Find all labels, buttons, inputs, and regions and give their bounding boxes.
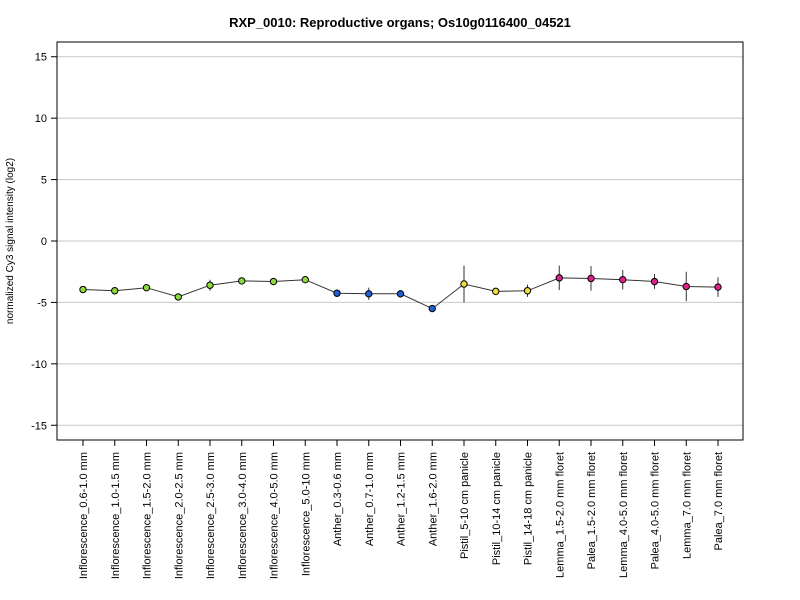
x-tick-label: Inflorescence_3.0-4.0 mm: [237, 452, 249, 579]
x-tick-label: Palea_1.5-2.0 mm floret: [586, 452, 598, 569]
x-tick-label: Pistil_10-14 cm panicle: [491, 452, 503, 565]
y-axis: -15 -10 -5 0 5 10 15: [31, 52, 57, 432]
x-tick-label: Inflorescence_5.0-10 mm: [300, 452, 312, 576]
y-tick-label: 5: [41, 175, 47, 187]
y-tick-label: 0: [41, 236, 47, 248]
x-tick-label: Anther_1.2-1.5 mm: [396, 452, 408, 546]
data-point: [523, 287, 532, 295]
y-axis-label: normalized Cy3 signal intensity (log2): [5, 158, 16, 324]
x-tick-label: Inflorescence_4.0-5.0 mm: [269, 452, 281, 579]
data-point: [333, 289, 341, 297]
grid-lines: [57, 56, 743, 426]
data-point: [587, 274, 595, 283]
y-tick-label: -15: [31, 420, 47, 432]
x-tick-label: Inflorescence_2.0-2.5 mm: [173, 452, 185, 579]
data-point: [650, 277, 659, 286]
x-tick-label: Lemma_7.0 mm floret: [681, 452, 693, 559]
y-tick-label: 15: [35, 52, 47, 64]
x-tick-label: Inflorescence_1.5-2.0 mm: [142, 452, 154, 579]
data-point: [619, 275, 627, 284]
data-point: [714, 283, 722, 291]
data-point: [111, 287, 119, 295]
data-point: [492, 287, 500, 296]
data-point: [142, 283, 151, 292]
x-tick-label: Pistil_5-10 cm panicle: [459, 452, 471, 559]
x-axis: Inflorescence_0.6-1.0 mm Inflorescence_1.…: [78, 440, 725, 579]
x-tick-label: Lemma_4.0-5.0 mm floret: [618, 452, 630, 578]
data-point: [555, 274, 563, 282]
chart-title: RXP_0010: Reproductive organs; Os10g0116…: [229, 15, 571, 30]
data-point: [428, 304, 436, 313]
data-point: [301, 275, 309, 284]
x-tick-label: Anther_0.7-1.0 mm: [364, 452, 376, 546]
data-point: [269, 277, 278, 286]
data-point: [460, 280, 468, 288]
y-tick-label: -10: [31, 359, 47, 371]
series-layer: [79, 265, 722, 313]
data-point: [682, 282, 690, 291]
x-tick-label: Inflorescence_0.6-1.0 mm: [78, 452, 90, 579]
x-tick-label: Anther_0.3-0.6 mm: [332, 452, 344, 546]
x-tick-label: Inflorescence_2.5-3.0 mm: [205, 452, 217, 579]
data-point: [79, 285, 87, 294]
data-point: [174, 293, 182, 301]
data-point: [365, 290, 373, 298]
data-point: [206, 281, 214, 289]
x-tick-label: Pistil_14-18 cm panicle: [523, 452, 535, 565]
data-point: [238, 277, 246, 285]
y-tick-label: -5: [37, 297, 47, 309]
data-point: [396, 290, 405, 298]
x-tick-label: Palea_7.0 mm floret: [713, 452, 725, 550]
x-tick-label: Inflorescence_1.0-1.5 mm: [110, 452, 122, 579]
x-tick-label: Anther_1.6-2.0 mm: [427, 452, 439, 546]
x-tick-label: Lemma_1.5-2.0 mm floret: [554, 452, 566, 578]
y-tick-label: 10: [35, 113, 47, 125]
x-tick-label: Palea_4.0-5.0 mm floret: [650, 452, 662, 569]
